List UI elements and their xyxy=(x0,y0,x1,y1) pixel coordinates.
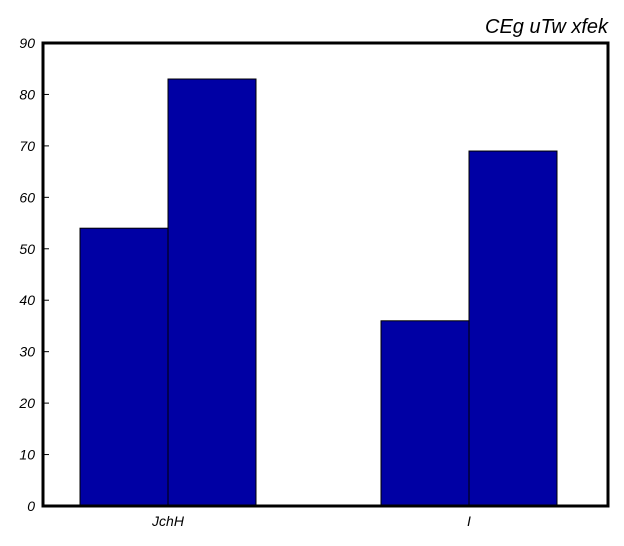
x-tick-label: JchH xyxy=(151,513,185,529)
bar-I-1 xyxy=(380,320,470,507)
bar-JchH-2 xyxy=(167,78,257,507)
bar-JchH-1 xyxy=(79,227,169,507)
y-tick-label: 70 xyxy=(19,138,35,154)
bars-group xyxy=(79,78,558,507)
chart-title: CEg uTw xfek xyxy=(485,16,609,38)
x-tick-label: I xyxy=(467,513,471,529)
y-tick-label: 90 xyxy=(19,35,35,51)
y-tick-label: 60 xyxy=(19,189,35,205)
y-tick-label: 10 xyxy=(19,447,35,463)
plot-frame xyxy=(41,41,610,508)
y-tick-label: 30 xyxy=(19,344,35,360)
y-tick-label: 50 xyxy=(19,241,35,257)
bar-I-2 xyxy=(468,150,558,507)
y-tick-label: 80 xyxy=(19,86,35,102)
y-tick-label: 20 xyxy=(18,395,35,411)
y-tick-label: 0 xyxy=(27,498,35,514)
x-axis: JchH I xyxy=(151,500,471,529)
y-tick-label: 40 xyxy=(19,292,35,308)
